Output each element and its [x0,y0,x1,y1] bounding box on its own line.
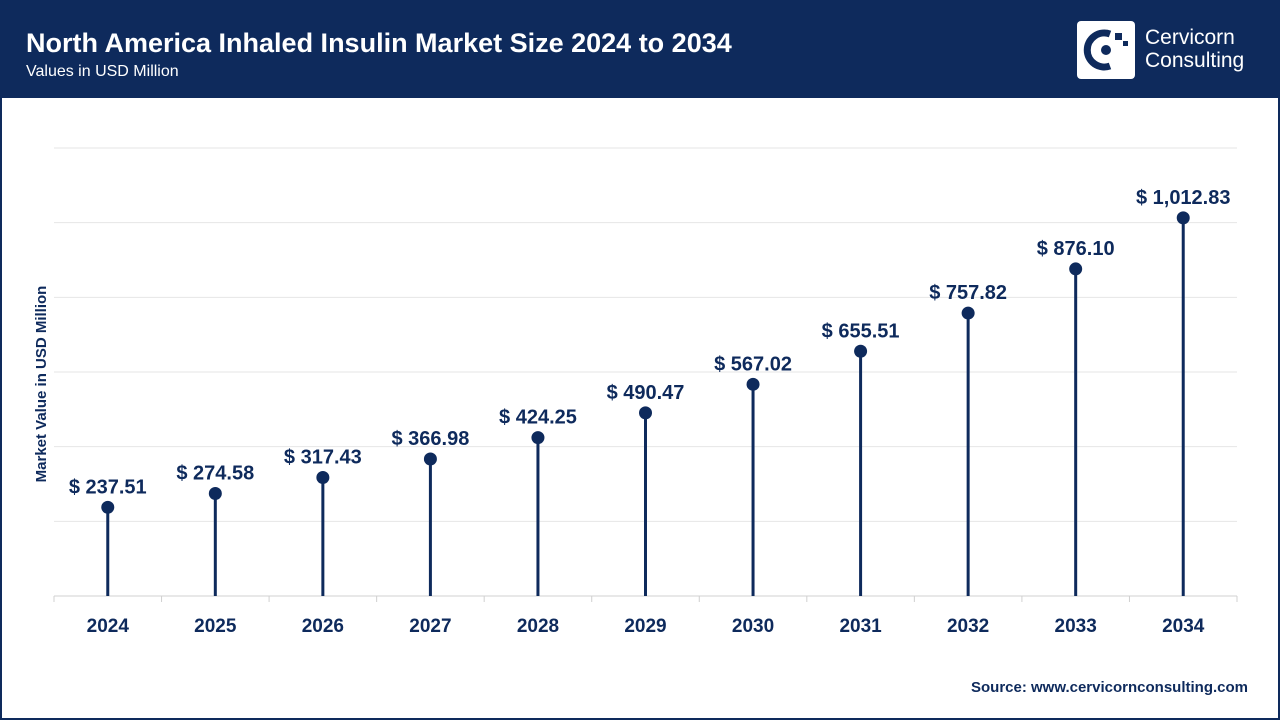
data-point-2031 [854,344,868,358]
category-label-2034: 2034 [1162,616,1205,637]
category-label-2024: 2024 [87,616,130,637]
value-label-2027: $ 366.98 [391,428,469,450]
data-point-2025 [208,486,222,500]
lollipop-stems [101,211,1190,596]
value-label-2032: $ 757.82 [929,282,1007,304]
category-label-2032: 2032 [947,616,989,637]
source-footnote: Source: www.cervicornconsulting.com [970,679,1248,696]
data-point-2029 [639,406,652,420]
category-label-2031: 2031 [839,616,882,637]
y-axis-label: Market Value in USD Million [33,286,50,483]
category-label-2025: 2025 [194,616,237,637]
data-point-2030 [746,377,760,391]
value-label-2031: $ 655.51 [822,320,900,342]
data-point-2033 [1069,262,1083,276]
category-label-2027: 2027 [409,616,451,637]
cervicorn-logo-icon [1077,21,1135,79]
brand-name-line2: Consulting [1145,49,1245,72]
brand-name-line1: Cervicorn [1145,26,1235,49]
category-label-2033: 2033 [1055,616,1097,637]
category-label-2030: 2030 [732,616,774,637]
value-label-2024: $ 237.51 [69,476,147,498]
data-point-2032 [961,306,975,320]
value-label-2026: $ 317.43 [284,446,362,468]
category-label-2029: 2029 [624,616,666,637]
x-axis-ticks [53,596,1238,602]
value-label-2025: $ 274.58 [176,462,254,484]
value-label-2033: $ 876.10 [1037,238,1115,260]
category-label-2028: 2028 [517,616,559,637]
data-point-2026 [316,470,330,484]
value-label-2030: $ 567.02 [714,353,792,375]
category-label-2026: 2026 [302,616,344,637]
header-banner: North America Inhaled Insulin Market Siz… [2,2,1278,98]
value-label-2029: $ 490.47 [607,382,685,404]
chart-subtitle: Values in USD Million [26,63,179,80]
value-labels: $ 237.51 $ 274.58 $ 317.43 $ 366.98 $ 424.25… [69,187,1231,498]
chart-title: North America Inhaled Insulin Market Siz… [26,28,732,58]
data-point-2027 [423,452,437,466]
value-label-2028: $ 424.25 [499,407,577,429]
data-point-2028 [531,431,545,445]
data-point-2024 [101,500,115,514]
value-label-2034: $ 1,012.83 [1136,187,1231,209]
category-labels: 2024 2025 2026 2027 2028 2029 2030 2031 2032 2033… [87,616,1205,637]
data-point-2034 [1176,211,1190,225]
